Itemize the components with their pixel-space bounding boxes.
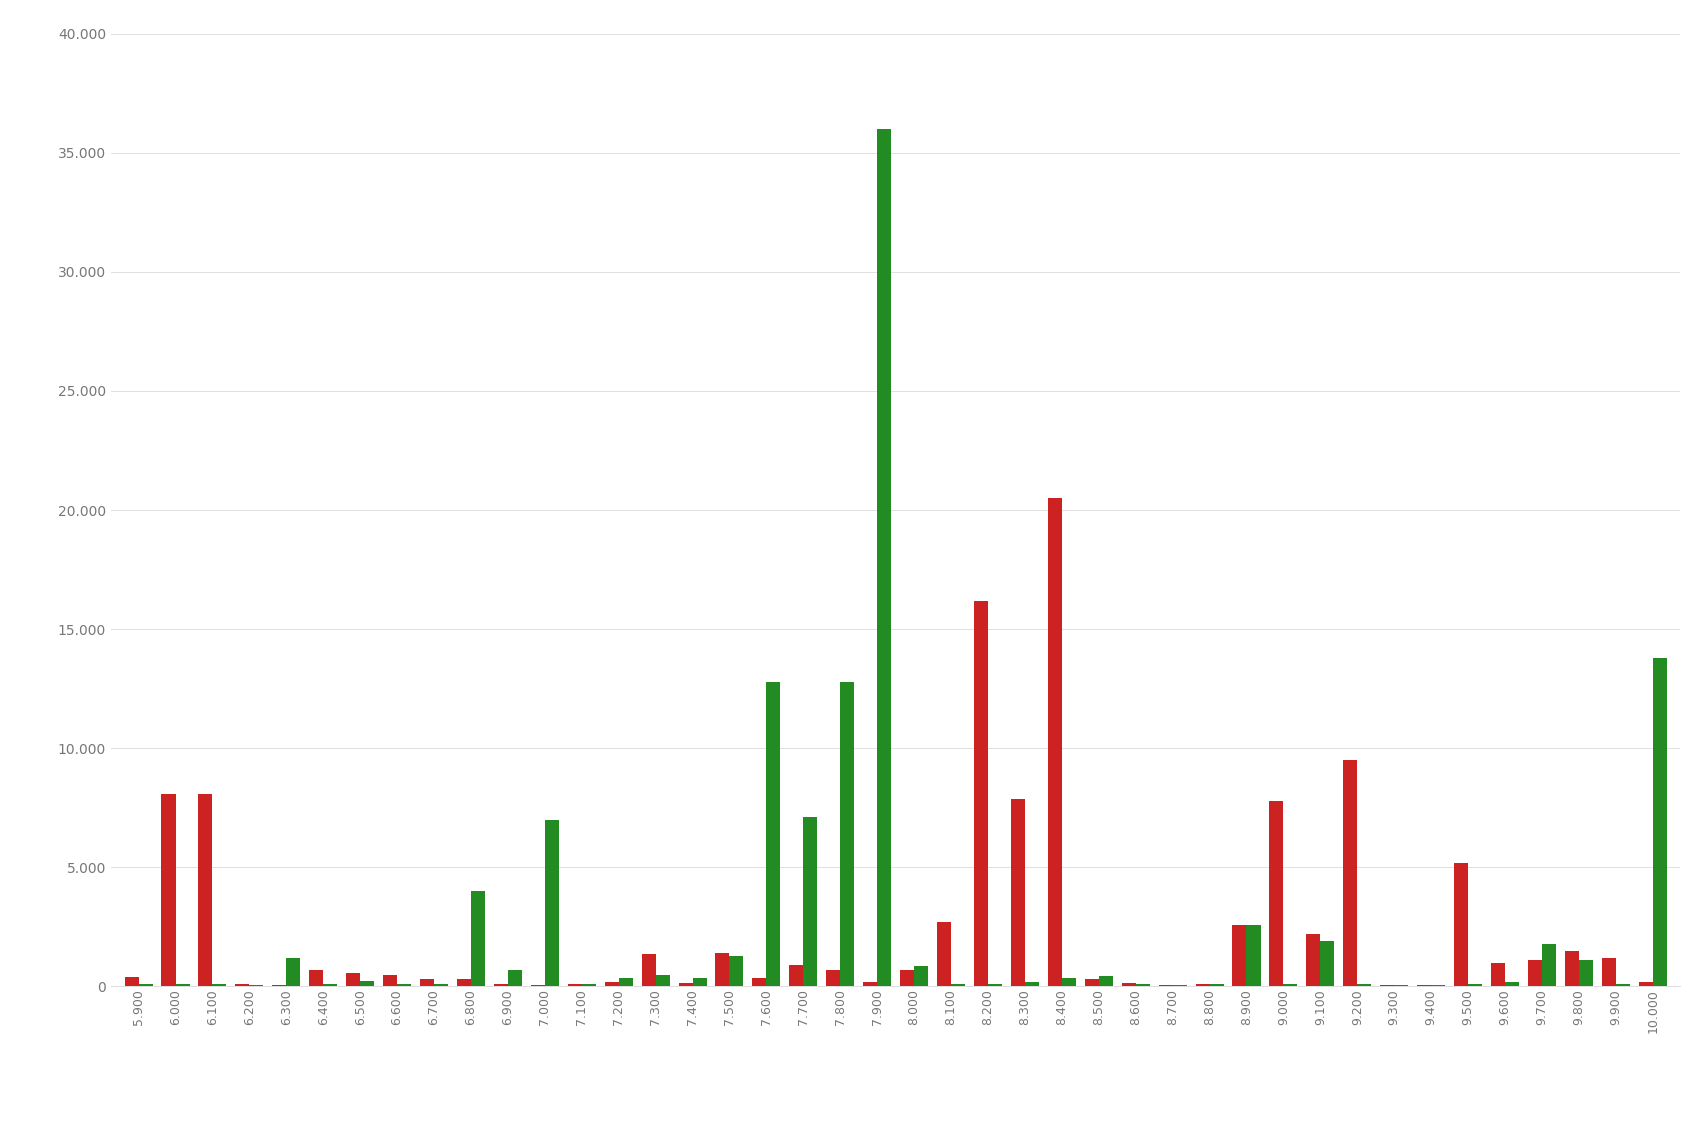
Bar [655,974,670,986]
Bar [1601,957,1615,986]
Bar [766,682,779,986]
Bar [900,970,914,986]
Bar [1158,985,1171,986]
Bar [1417,985,1430,986]
Bar [273,985,286,986]
Bar [692,979,706,986]
Bar [1342,760,1357,986]
Bar [1541,944,1555,986]
Bar [679,983,692,986]
Bar [1357,984,1371,986]
Bar [322,984,338,986]
Bar [198,794,213,986]
Bar [863,982,876,986]
Bar [419,980,433,986]
Bar [619,979,633,986]
Bar [1430,985,1444,986]
Bar [841,682,854,986]
Bar [974,601,987,986]
Bar [1490,963,1504,986]
Bar [286,957,300,986]
Bar [1306,934,1320,986]
Bar [730,955,743,986]
Bar [1563,951,1577,986]
Bar [1084,980,1098,986]
Bar [1652,658,1666,986]
Bar [397,984,411,986]
Bar [162,794,176,986]
Bar [914,966,928,986]
Bar [568,984,581,986]
Bar [1504,982,1517,986]
Bar [384,974,397,986]
Bar [471,891,484,986]
Bar [1195,984,1209,986]
Bar [1136,984,1149,986]
Bar [1171,985,1187,986]
Bar [360,981,373,986]
Bar [1098,975,1112,986]
Bar [1120,983,1136,986]
Bar [604,982,619,986]
Bar [138,984,152,986]
Bar [581,984,595,986]
Bar [457,980,471,986]
Bar [1577,961,1592,986]
Bar [1246,925,1260,986]
Bar [508,970,522,986]
Bar [493,984,508,986]
Bar [235,984,249,986]
Bar [950,984,965,986]
Bar [1379,985,1393,986]
Text: Escuela de: Escuela de [1517,52,1604,66]
Bar [987,984,1001,986]
Bar [803,817,817,986]
Bar [876,129,890,986]
Bar [249,985,263,986]
Bar [1061,979,1076,986]
Bar [936,923,950,986]
Bar [1453,863,1468,986]
Bar [1528,961,1541,986]
Bar [544,819,559,986]
Bar [641,954,655,986]
Bar [1231,925,1246,986]
Bar [1320,942,1333,986]
Bar [530,985,544,986]
Bar [1011,799,1025,986]
Bar [309,970,322,986]
Bar [714,953,730,986]
Bar [1639,982,1652,986]
Bar [213,984,227,986]
Bar [825,970,841,986]
Text: Trading: Trading [1517,102,1599,121]
Text: y Forex: y Forex [1517,160,1598,178]
Bar [1615,984,1628,986]
Text: por @ebolinches: por @ebolinches [1407,244,1494,254]
Bar [433,984,448,986]
Bar [1468,984,1482,986]
Bar [1047,498,1061,986]
Bar [1393,985,1407,986]
Bar [1282,984,1298,986]
Bar [1269,800,1282,986]
Bar [752,979,766,986]
Bar [176,984,189,986]
Bar [1025,982,1038,986]
Bar [346,973,360,986]
Bar [124,976,138,986]
Bar [789,965,803,986]
Bar [1209,984,1222,986]
